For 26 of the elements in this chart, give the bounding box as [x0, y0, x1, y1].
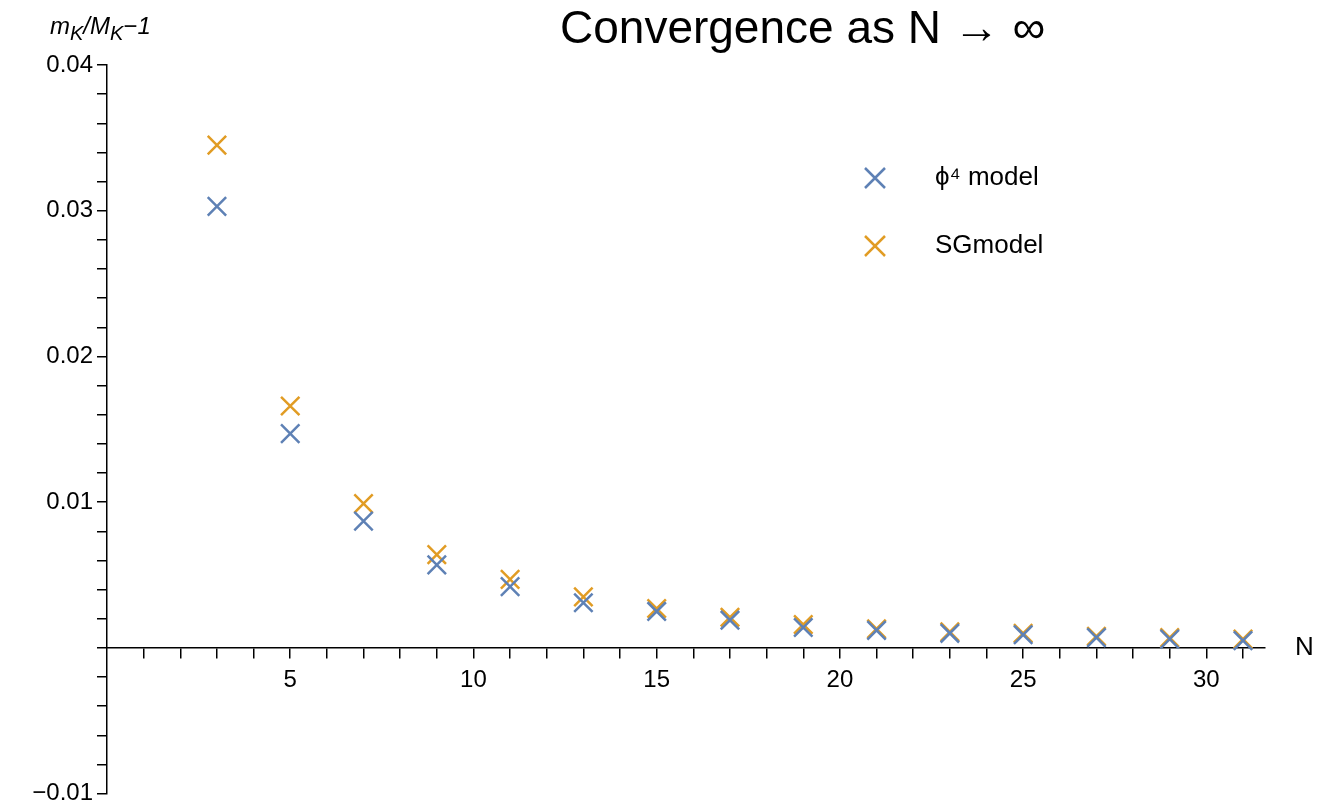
legend-label: ϕ⁴ model: [935, 161, 1039, 192]
point: [353, 493, 374, 515]
x-tick-label: 25: [1009, 664, 1037, 692]
y-tick-label: 0.04: [46, 49, 93, 77]
point: [426, 554, 448, 576]
chart-title: Convergence as N → ∞: [560, 0, 1046, 54]
y-tick-label: 0.02: [46, 341, 93, 369]
x-tick-label: 30: [1193, 664, 1220, 692]
y-tick-label: −0.01: [32, 778, 93, 806]
y-tick-label: 0.01: [46, 486, 93, 514]
x-axis-title: N: [1295, 631, 1314, 662]
point: [279, 423, 301, 445]
x-tick-label: 15: [643, 664, 671, 692]
point: [572, 586, 594, 608]
x-tick-label: 10: [460, 664, 487, 692]
x-tick-label: 20: [826, 664, 854, 692]
point: [206, 195, 228, 217]
point: [279, 395, 301, 417]
x-tick-label: 5: [283, 664, 297, 692]
y-axis-title: m$_{K}$/M$_{K}$−1: [50, 12, 151, 45]
point: [353, 510, 374, 532]
point: [572, 592, 594, 614]
legend-label: SGmodel: [935, 229, 1044, 260]
y-tick-label: 0.03: [46, 195, 93, 223]
point: [499, 576, 521, 598]
point: [206, 134, 228, 156]
